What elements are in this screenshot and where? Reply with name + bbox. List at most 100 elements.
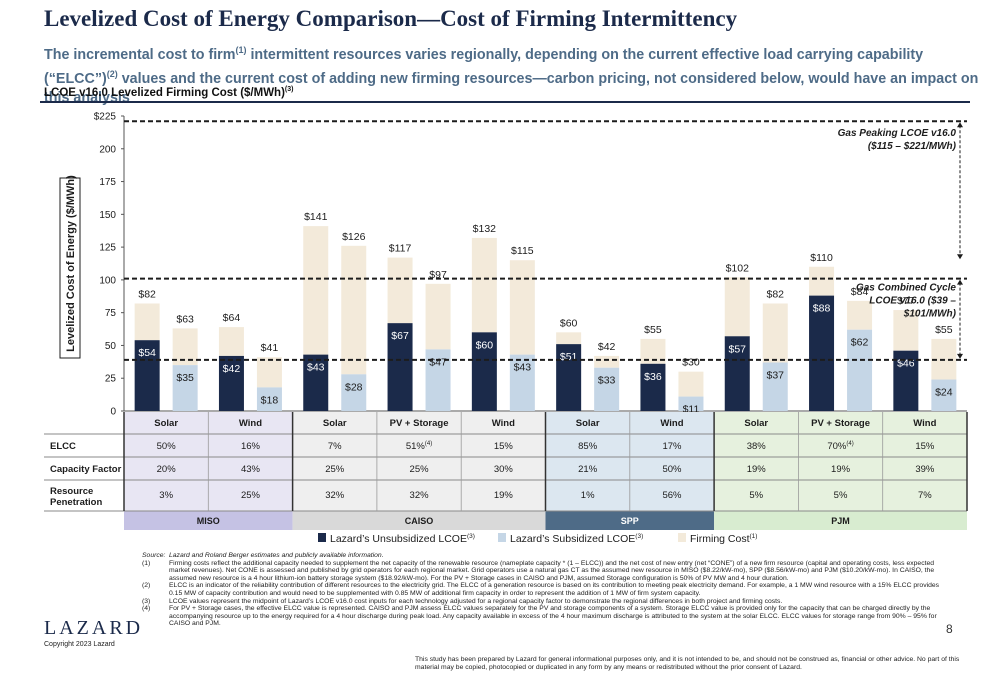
section-divider — [40, 101, 970, 103]
unsubsidized-value-label: $42 — [223, 363, 241, 375]
tech-header: Solar — [744, 418, 768, 429]
total-sub-label: $97 — [429, 269, 447, 281]
footnote-1: (1) Firming costs reflect the additional … — [142, 559, 935, 582]
legend-label: Firming Cost(1) — [690, 533, 757, 545]
y-tick-label: 50 — [105, 341, 117, 352]
unsubsidized-bar — [303, 354, 329, 411]
arrow-down-icon — [957, 254, 963, 260]
y-tick-label: 175 — [99, 177, 116, 188]
table-cell: 7% — [918, 490, 932, 501]
region-band — [545, 511, 715, 530]
source-notes: Source: Lazard and Roland Berger estimate… — [142, 552, 952, 628]
tech-header: PV + Storage — [811, 418, 870, 429]
combined-cycle-range-end: $101/MWh) — [903, 309, 957, 320]
total-unsub-label: $132 — [473, 223, 497, 235]
legend-swatch — [678, 533, 686, 542]
total-sub-label: $115 — [511, 245, 534, 257]
table-cell: 39% — [915, 464, 935, 475]
unsubsidized-bar — [724, 336, 750, 411]
total-unsub-label: $117 — [389, 243, 412, 255]
subsidized-value-label: $24 — [935, 387, 953, 399]
subsidized-value-label: $47 — [429, 356, 447, 368]
firming-cost-chart: 0 25 50 75 100 125 150 175 200 $225 Levelized Cost… — [44, 112, 968, 545]
y-tick-label: $225 — [94, 112, 117, 123]
table-cell: 70%(4) — [827, 441, 853, 452]
unsubsidized-bar — [218, 355, 244, 411]
footnote-2: (2) ELCC is an indicator of the reliabili… — [142, 582, 940, 597]
y-tick-label: 25 — [105, 374, 117, 385]
subsidized-value-label: $43 — [514, 362, 532, 374]
unsubsidized-value-label: $51 — [560, 351, 578, 363]
table-cell: 19% — [747, 464, 767, 475]
subsidized-value-label: $37 — [766, 369, 784, 381]
unsubsidized-bar — [134, 340, 160, 411]
legend-swatch — [498, 533, 506, 542]
footnote-4: (4) For PV + Storage cases, the effective… — [142, 605, 937, 628]
firming-bar-unsub — [218, 327, 244, 356]
combined-cycle-range: LCOE v16.0 ($39 – — [869, 296, 956, 307]
subsidized-bar — [931, 379, 957, 411]
unsubsidized-value-label: $43 — [307, 362, 325, 374]
total-sub-label: $82 — [766, 288, 784, 300]
table-cell: 20% — [157, 464, 177, 475]
total-unsub-label: $77 — [897, 295, 915, 307]
table-cell: 19% — [831, 464, 851, 475]
arrow-down-icon — [957, 353, 963, 359]
total-unsub-label: $110 — [810, 252, 833, 264]
total-sub-label: $126 — [342, 231, 366, 243]
y-tick-label: 150 — [99, 210, 116, 221]
gas-peaking-range: ($115 – $221/MWh) — [868, 141, 957, 152]
total-unsub-label: $82 — [138, 288, 156, 300]
table-region-tint — [714, 412, 967, 511]
firming-bar-sub — [678, 371, 704, 397]
subsidized-bar — [256, 387, 282, 411]
subsidized-value-label: $28 — [345, 381, 363, 393]
subsidized-value-label: $18 — [261, 394, 279, 406]
legend-footnote: (1) — [750, 533, 758, 540]
subsidized-value-label: $33 — [598, 375, 616, 387]
firming-bar-unsub — [893, 310, 919, 351]
firming-bar-sub — [847, 300, 873, 330]
total-sub-label: $84 — [851, 286, 869, 298]
cell-footnote: (4) — [425, 441, 432, 447]
table-cell: 5% — [834, 490, 848, 501]
table-cell: 15% — [915, 441, 935, 452]
table-cell: 85% — [578, 441, 598, 452]
firming-bar-sub — [425, 283, 451, 350]
legend-footnote: (3) — [635, 533, 643, 540]
gas-peaking-label: Gas Peaking LCOE v16.0 — [838, 128, 957, 139]
footnote-3: (3) LCOE values represent the midpoint of… — [142, 597, 783, 605]
table-cell: 1% — [581, 490, 595, 501]
legend-label: Lazard’s Unsubsidized LCOE(3) — [330, 533, 475, 545]
copyright: Copyright 2023 Lazard — [44, 641, 115, 648]
unsubsidized-bar — [809, 295, 835, 411]
table-cell: 50% — [662, 464, 682, 475]
table-region-tint — [292, 412, 546, 511]
combined-cycle-band — [124, 278, 967, 360]
total-unsub-label: $141 — [304, 211, 328, 223]
table-cell: 16% — [241, 441, 261, 452]
page-number: 8 — [946, 622, 953, 636]
firming-bar-sub — [341, 245, 367, 375]
total-unsub-label: $102 — [726, 262, 750, 274]
table-cell: 7% — [328, 441, 342, 452]
unsubsidized-bar — [893, 350, 919, 411]
firming-bar-unsub — [471, 237, 497, 333]
unsubsidized-value-label: $54 — [138, 347, 156, 359]
page-subtitle: The incremental cost to firm(1) intermit… — [44, 45, 979, 106]
subsidized-bar — [509, 354, 535, 411]
total-sub-label: $42 — [598, 341, 616, 353]
row-label-elcc: ELCC — [50, 441, 76, 452]
tech-header: Solar — [154, 418, 178, 429]
subsidized-bar — [172, 365, 198, 411]
region-band — [714, 511, 967, 530]
unsubsidized-bar — [556, 344, 582, 411]
disclaimer: This study has been prepared by Lazard f… — [415, 656, 960, 671]
total-sub-label: $41 — [261, 342, 279, 354]
arrow-up-icon — [957, 279, 963, 285]
firming-bar-unsub — [134, 303, 160, 341]
table-cell: 32% — [325, 490, 345, 501]
unsubsidized-value-label: $36 — [644, 371, 662, 383]
legend-label: Lazard’s Subsidized LCOE(3) — [510, 533, 643, 545]
tech-header: Solar — [576, 418, 600, 429]
